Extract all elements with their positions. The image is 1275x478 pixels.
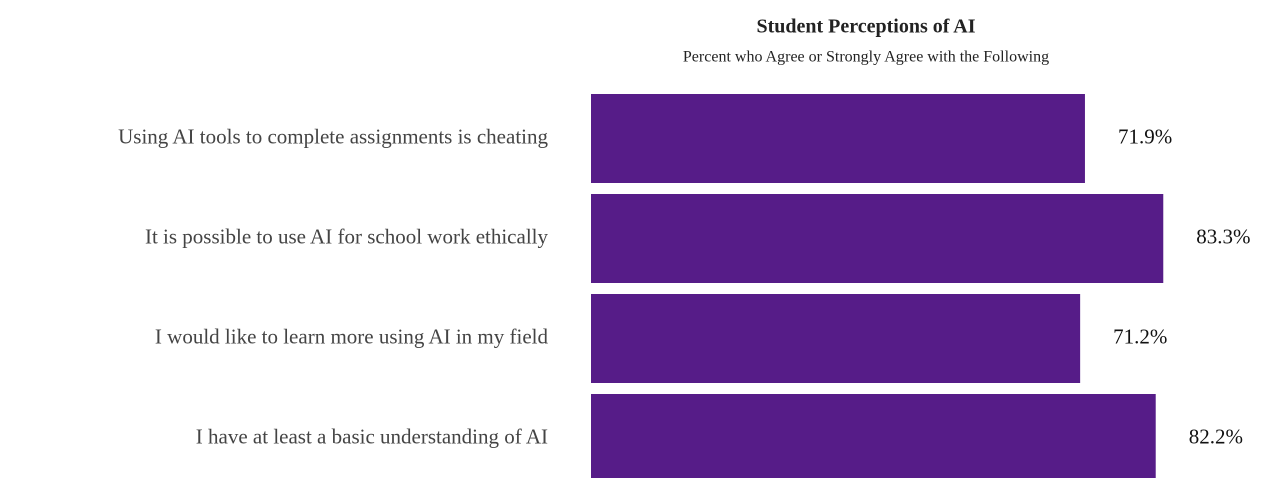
value-label: 83.3% bbox=[1196, 224, 1250, 248]
category-label: I have at least a basic understanding of… bbox=[196, 424, 548, 448]
value-label: 71.2% bbox=[1113, 324, 1167, 348]
bar bbox=[591, 194, 1164, 283]
category-label: It is possible to use AI for school work… bbox=[145, 224, 549, 248]
category-label: Using AI tools to complete assignments i… bbox=[118, 124, 548, 148]
bar bbox=[591, 294, 1081, 383]
category-label: I would like to learn more using AI in m… bbox=[155, 324, 549, 348]
bar bbox=[591, 394, 1156, 478]
bar bbox=[591, 94, 1085, 183]
value-label: 71.9% bbox=[1118, 124, 1172, 148]
chart-subtitle: Percent who Agree or Strongly Agree with… bbox=[683, 49, 1049, 66]
chart-title: Student Perceptions of AI bbox=[756, 16, 975, 38]
value-label: 82.2% bbox=[1189, 424, 1243, 448]
